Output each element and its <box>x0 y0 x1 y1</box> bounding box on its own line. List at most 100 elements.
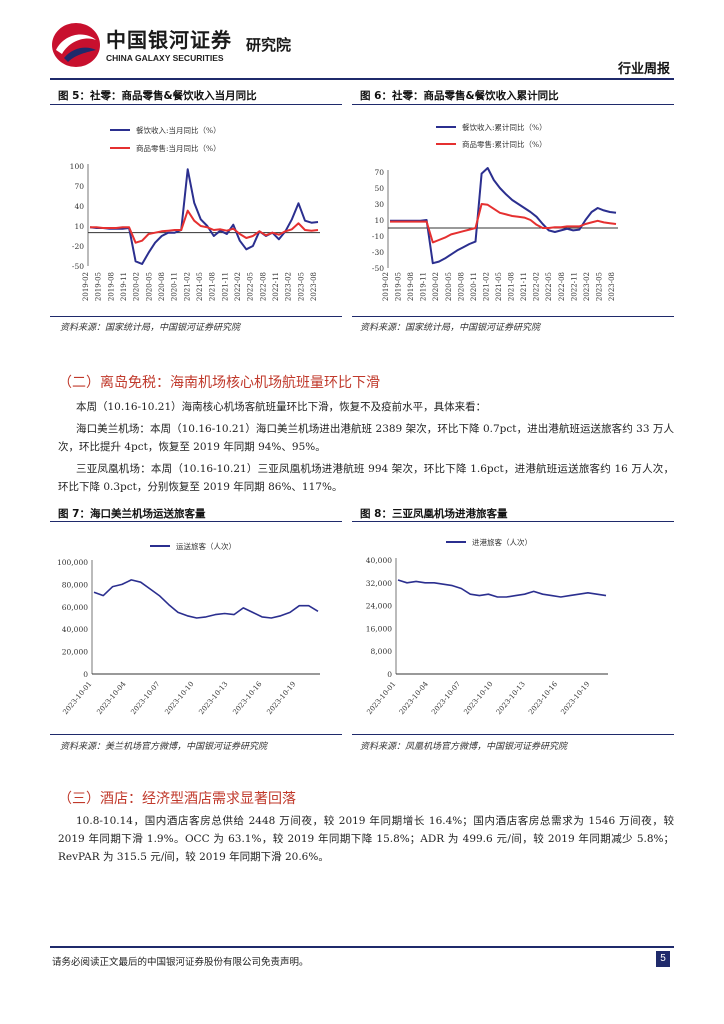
company-name-zh: 中国银河证券 <box>106 28 232 52</box>
fig5-xtick-label: 2023-08 <box>310 272 318 301</box>
fig8-ytick-label: 32,000 <box>366 579 392 588</box>
fig7-xtick-label: 2023-10-07 <box>129 680 161 716</box>
fig7-series-0-line <box>93 579 319 619</box>
fig8-ytick-label: 8,000 <box>371 647 393 656</box>
fig6-ytick-label: 10 <box>374 216 384 225</box>
fig7-source: 资料来源：美兰机场官方微博，中国银河证券研究院 <box>60 742 268 752</box>
fig5-xtick-label: 2020-02 <box>133 272 141 301</box>
fig5-xtick-label: 2020-11 <box>171 272 179 301</box>
fig5-source: 资料来源：国家统计局，中国银河证券研究院 <box>60 323 241 333</box>
section3-heading: （三）酒店：经济型酒店需求显著回落 <box>58 791 296 807</box>
section2-p2: 海口美兰机场：本周（10.16-10.21）海口美兰机场进出港航班 2389 架… <box>58 423 674 453</box>
page-number: 5 <box>656 951 670 967</box>
fig6-xtick-label: 2022-02 <box>533 272 541 301</box>
fig6-chart: 餐饮收入:累计同比（%） 商品零售:累计同比（%） 70 50 30 10 -10 -30 -5… <box>372 122 618 301</box>
fig6-bottom-rule <box>352 316 674 317</box>
fig8-xtick-label: 2023-10-04 <box>398 680 430 716</box>
fig5-xtick-label: 2022-08 <box>259 272 267 301</box>
fig7-ytick-label: 40,000 <box>62 625 88 634</box>
fig8-ytick-label: 16,000 <box>366 624 392 633</box>
fig6-xtick-label: 2021-11 <box>520 272 528 301</box>
fig5-series-1-line <box>90 209 319 244</box>
fig5-xtick-label: 2019-08 <box>107 272 115 301</box>
fig5-xtick-label: 2020-05 <box>145 272 153 301</box>
fig5-xtick-label: 2022-05 <box>247 272 255 301</box>
fig6-ytick-label: -50 <box>372 264 384 273</box>
fig8-bottom-rule <box>352 734 674 735</box>
fig6-legend-label: 餐饮收入:累计同比（%） <box>462 122 547 132</box>
fig8-xtick-label: 2023-10-13 <box>495 680 527 716</box>
section2-p1: 本周（10.16-10.21）海南核心机场客航班量环比下滑，恢复不及疫前水平，具… <box>76 401 487 413</box>
company-logo-icon <box>50 20 102 70</box>
fig6-ytick-label: 70 <box>374 168 384 177</box>
fig5-ytick-label: 10 <box>74 222 84 231</box>
fig6-ytick-label: -30 <box>372 248 384 257</box>
fig6-legend-label: 商品零售:累计同比（%） <box>462 139 547 149</box>
fig6-xtick-label: 2020-02 <box>432 272 440 301</box>
fig5-legend-label: 餐饮收入:当月同比（%） <box>136 125 221 135</box>
fig7-xtick-label: 2023-10-01 <box>61 680 93 716</box>
fig8-xtick-label: 2023-10-07 <box>430 680 462 716</box>
fig5-ytick-label: -50 <box>72 262 84 271</box>
fig6-xtick-label: 2023-05 <box>595 272 603 301</box>
section3-p1: 10.8-10.14，国内酒店客房总供给 2448 万间夜，较 2019 年同期… <box>58 815 674 863</box>
fig6-xtick-label: 2023-02 <box>583 272 591 301</box>
fig6-ytick-label: 50 <box>374 184 384 193</box>
fig7-xtick-label: 2023-10-16 <box>231 680 263 716</box>
fig8-series-0-line <box>397 579 607 598</box>
fig6-xtick-label: 2022-11 <box>570 272 578 301</box>
fig5-title: 图 5：社零：商品零售&餐饮收入当月同比 <box>58 90 257 102</box>
fig6-xtick-label: 2020-11 <box>470 272 478 301</box>
fig5-xtick-label: 2019-02 <box>82 272 90 301</box>
fig7-legend-label: 运送旅客（人次） <box>176 541 236 551</box>
header-rule <box>50 78 674 80</box>
fig8-xtick-label: 2023-10-19 <box>559 680 591 716</box>
fig6-xtick-label: 2022-08 <box>558 272 566 301</box>
fig6-source: 资料来源：国家统计局，中国银河证券研究院 <box>360 323 541 333</box>
fig8-title: 图 8：三亚凤凰机场进港旅客量 <box>360 508 508 520</box>
fig8-rule <box>352 521 674 522</box>
fig7-ytick-label: 100,000 <box>57 558 88 567</box>
fig5-ytick-label: 70 <box>74 182 84 191</box>
fig7-ytick-label: 80,000 <box>62 580 88 589</box>
fig8-xtick-label: 2023-10-01 <box>365 680 397 716</box>
fig5-xtick-label: 2021-11 <box>221 272 229 301</box>
fig8-ytick-label: 0 <box>387 670 392 679</box>
fig6-xtick-label: 2020-05 <box>445 272 453 301</box>
fig6-title: 图 6：社零：商品零售&餐饮收入累计同比 <box>360 90 559 102</box>
fig5-xtick-label: 2020-08 <box>158 272 166 301</box>
fig6-series-1-line <box>390 203 617 244</box>
fig8-ytick-label: 24,000 <box>366 602 392 611</box>
fig7-rule <box>50 521 342 522</box>
fig5-chart: 餐饮收入:当月同比（%）商品零售:当月同比（%）100704010-20-502… <box>70 125 320 301</box>
fig5-xtick-label: 2021-02 <box>183 272 191 301</box>
fig5-ytick-label: 40 <box>74 202 84 211</box>
fig5-xtick-label: 2019-05 <box>95 272 103 301</box>
fig5-rule <box>50 104 342 105</box>
fig5-xtick-label: 2019-11 <box>120 272 128 301</box>
fig5-xtick-label: 2021-05 <box>196 272 204 301</box>
fig8-xtick-label: 2023-10-10 <box>462 680 494 716</box>
fig6-xtick-label: 2021-08 <box>508 272 516 301</box>
fig7-ytick-label: 20,000 <box>62 648 88 657</box>
company-name-en: CHINA GALAXY SECURITIES <box>106 53 224 63</box>
fig6-rule <box>352 104 674 105</box>
fig6-ytick-label: 30 <box>374 200 384 209</box>
fig8-ytick-label: 40,000 <box>366 556 392 565</box>
fig7-xtick-label: 2023-10-10 <box>163 680 195 716</box>
fig7-ytick-label: 60,000 <box>62 603 88 612</box>
fig5-xtick-label: 2023-05 <box>297 272 305 301</box>
fig5-ytick-label: 100 <box>70 162 85 171</box>
section2-heading: （二）离岛免税：海南机场核心机场航班量环比下滑 <box>58 375 380 391</box>
fig6-xtick-label: 2020-08 <box>457 272 465 301</box>
footer-rule <box>50 946 674 948</box>
institute-name: 研究院 <box>246 36 292 54</box>
fig6-xtick-label: 2021-05 <box>495 272 503 301</box>
fig7-xtick-label: 2023-10-13 <box>197 680 229 716</box>
fig6-xtick-label: 2019-08 <box>407 272 415 301</box>
fig5-xtick-label: 2021-08 <box>209 272 217 301</box>
footer-disclaimer: 请务必阅读正文最后的中国银河证券股份有限公司免责声明。 <box>52 957 309 968</box>
fig7-bottom-rule <box>50 734 342 735</box>
section2-p3: 三亚凤凰机场：本周（10.16-10.21）三亚凤凰机场进港航班 994 架次，… <box>58 463 674 493</box>
fig6-xtick-label: 2019-05 <box>395 272 403 301</box>
